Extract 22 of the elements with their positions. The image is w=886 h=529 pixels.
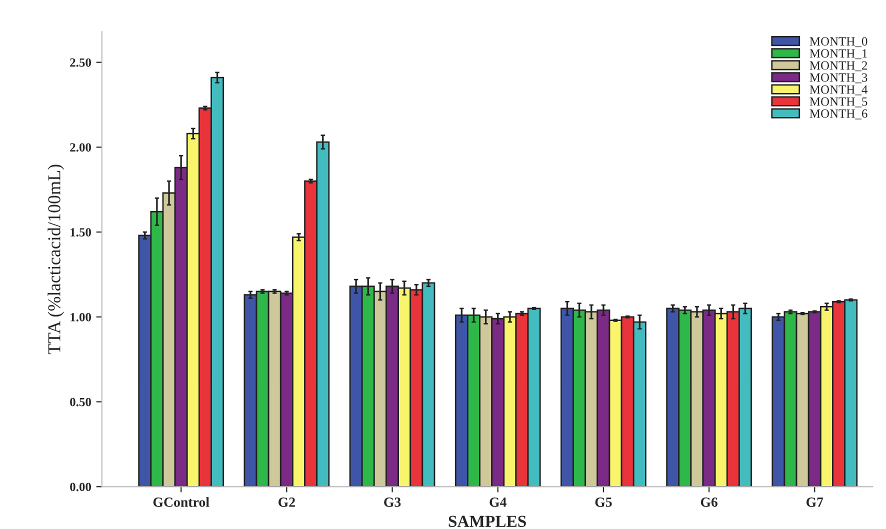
legend-label: MONTH_4 — [810, 85, 868, 96]
x-tick-label: G6 — [700, 498, 718, 507]
y-tick-label: 2.50 — [70, 58, 91, 67]
x-tick-label: G4 — [490, 498, 506, 507]
legend-label: MONTH_1 — [810, 49, 867, 60]
legend-label: MONTH_6 — [810, 109, 868, 120]
legend-label: MONTH_2 — [810, 61, 868, 72]
x-tick-label: G3 — [384, 498, 401, 507]
x-tick-label: GControl — [153, 497, 210, 507]
y-tick-label: 1.50 — [70, 228, 91, 237]
y-axis-title: TTA (%lacticacid/100mL) — [48, 164, 64, 354]
legend-label: MONTH_0 — [810, 37, 868, 48]
legend-label: MONTH_3 — [810, 73, 868, 84]
y-tick-label: 1.00 — [70, 312, 91, 322]
x-tick-label: G5 — [595, 498, 612, 507]
legend-label: MONTH_5 — [810, 97, 868, 108]
y-tick-label: 0.50 — [70, 398, 91, 406]
y-tick-label: 0.00 — [70, 482, 91, 492]
y-tick-label: 2.00 — [70, 143, 91, 152]
x-tick-label: G2 — [278, 498, 295, 507]
x-tick-label: G7 — [806, 498, 824, 507]
x-axis-title: SAMPLES — [448, 516, 526, 527]
